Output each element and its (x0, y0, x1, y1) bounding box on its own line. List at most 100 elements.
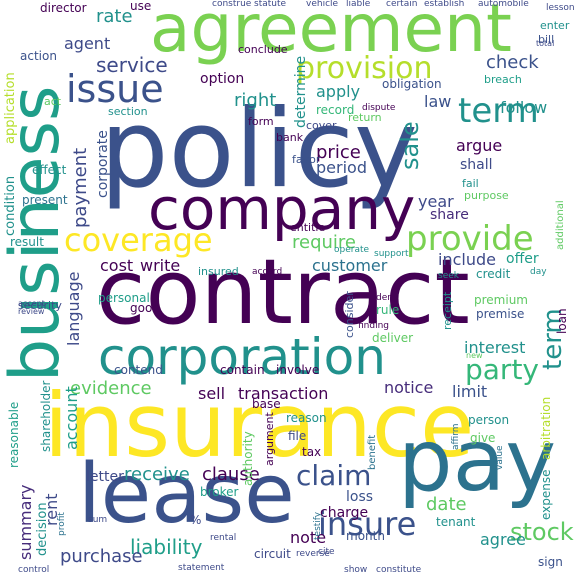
word-section: section (108, 105, 148, 118)
word-additional: additional (555, 200, 566, 250)
word-record: record (316, 103, 355, 117)
word-receive: receive (124, 464, 190, 485)
word-expense: expense (539, 469, 553, 520)
word-receipt: receipt (441, 291, 454, 330)
word-arbitration: arbitration (539, 396, 553, 460)
word-clause: clause (202, 464, 260, 485)
word-broker: broker (200, 485, 239, 499)
word-accord: accord (252, 267, 283, 277)
word-reverse: reverse (296, 549, 330, 559)
word-circuit: circuit (254, 547, 291, 561)
word-share: share (430, 207, 469, 223)
word-term: term (458, 91, 539, 131)
word-personal: personal (98, 291, 150, 305)
word-liable: liable (346, 0, 371, 9)
word-authority: authority (241, 431, 255, 486)
word-corporation: corporation (98, 328, 386, 386)
word-form: form (248, 115, 274, 128)
word-party: party (465, 353, 539, 386)
word-shall: shall (460, 157, 493, 173)
word-sign: sign (538, 555, 563, 569)
word-deliver: deliver (372, 331, 414, 345)
word-accept: accept (18, 299, 45, 308)
word-enter: enter (540, 19, 570, 32)
word-premise: premise (476, 307, 525, 321)
word-tenant: tenant (436, 515, 476, 529)
word-obligation: obligation (382, 77, 442, 91)
word-price: price (316, 142, 361, 163)
word-contend: contend (114, 363, 163, 377)
word-cover: cover (306, 119, 337, 132)
word-apply: apply (316, 82, 361, 101)
word-right: right (234, 90, 277, 111)
word-dispute: dispute (362, 103, 396, 113)
word-company: company (148, 175, 416, 243)
word-shareholder: shareholder (39, 380, 53, 452)
word-limit: limit (452, 382, 488, 401)
word-claim: claim (296, 459, 372, 492)
word-require: require (292, 232, 356, 253)
word-control: control (18, 565, 50, 575)
word-liability: liability (130, 535, 203, 559)
word-follow: follow (500, 98, 548, 117)
word-loan: loan (555, 308, 569, 334)
word-operate: operate (334, 245, 370, 255)
word-statute: statute (254, 0, 287, 9)
word-value: value (495, 445, 505, 470)
word-total: total (536, 39, 555, 48)
word-present: present (22, 193, 68, 207)
word-statement: statement (178, 563, 225, 573)
word-file: file (288, 429, 307, 443)
word-interest: interest (464, 338, 526, 357)
word-offer: offer (506, 251, 539, 267)
word-charge: charge (320, 505, 369, 521)
word-letter: letter (86, 469, 124, 485)
word-transaction: transaction (238, 384, 329, 403)
word-rule: rule (376, 303, 400, 317)
word-rate: rate (96, 6, 133, 27)
word-loss: loss (346, 489, 374, 505)
word-argument: argument (263, 412, 276, 466)
word-agree: agree (480, 530, 526, 549)
word-insured: insured (198, 265, 239, 278)
word-account: account (62, 386, 81, 450)
word-pay: pay (398, 411, 557, 511)
word-note: note (290, 528, 327, 547)
word-period: period (316, 158, 367, 177)
word-bank: bank (276, 131, 304, 144)
word-establish: establish (424, 0, 465, 9)
word-action: action (20, 49, 57, 63)
word-service: service (96, 53, 168, 77)
word-director: director (40, 1, 87, 15)
word-day: day (530, 267, 547, 277)
word-review: review (18, 307, 45, 316)
word-good: good (130, 301, 160, 315)
word-automobile: automobile (478, 0, 529, 9)
word-corporate: corporate (95, 130, 111, 198)
word-favor: favor (292, 153, 321, 166)
word-premium: premium (474, 293, 528, 307)
word-coverage: coverage (64, 221, 213, 259)
word-insurance: insurance (44, 374, 475, 477)
word-sale: sale (396, 121, 424, 170)
word-agent: agent (64, 34, 111, 53)
word-bill: bill (538, 33, 555, 46)
word-rental: rental (210, 533, 237, 543)
word-contract: contract (96, 240, 470, 345)
word-agreement: agreement (150, 0, 512, 67)
word-act: act (44, 95, 62, 108)
word-show: show (344, 565, 368, 575)
word-notice: notice (384, 378, 434, 397)
word-option: option (200, 71, 245, 87)
word-testify: testify (313, 511, 323, 540)
word-reason: reason (286, 411, 327, 425)
word-argue: argue (456, 136, 503, 155)
word-insure: insure (318, 505, 417, 543)
word-condition: condition (3, 175, 18, 236)
word-conclude: conclude (238, 43, 288, 56)
word-result: result (10, 235, 44, 249)
word-credit: credit (476, 267, 511, 281)
word-return: return (348, 111, 382, 124)
word-policy: policy (100, 87, 418, 212)
word-lesson: lesson (546, 3, 575, 13)
